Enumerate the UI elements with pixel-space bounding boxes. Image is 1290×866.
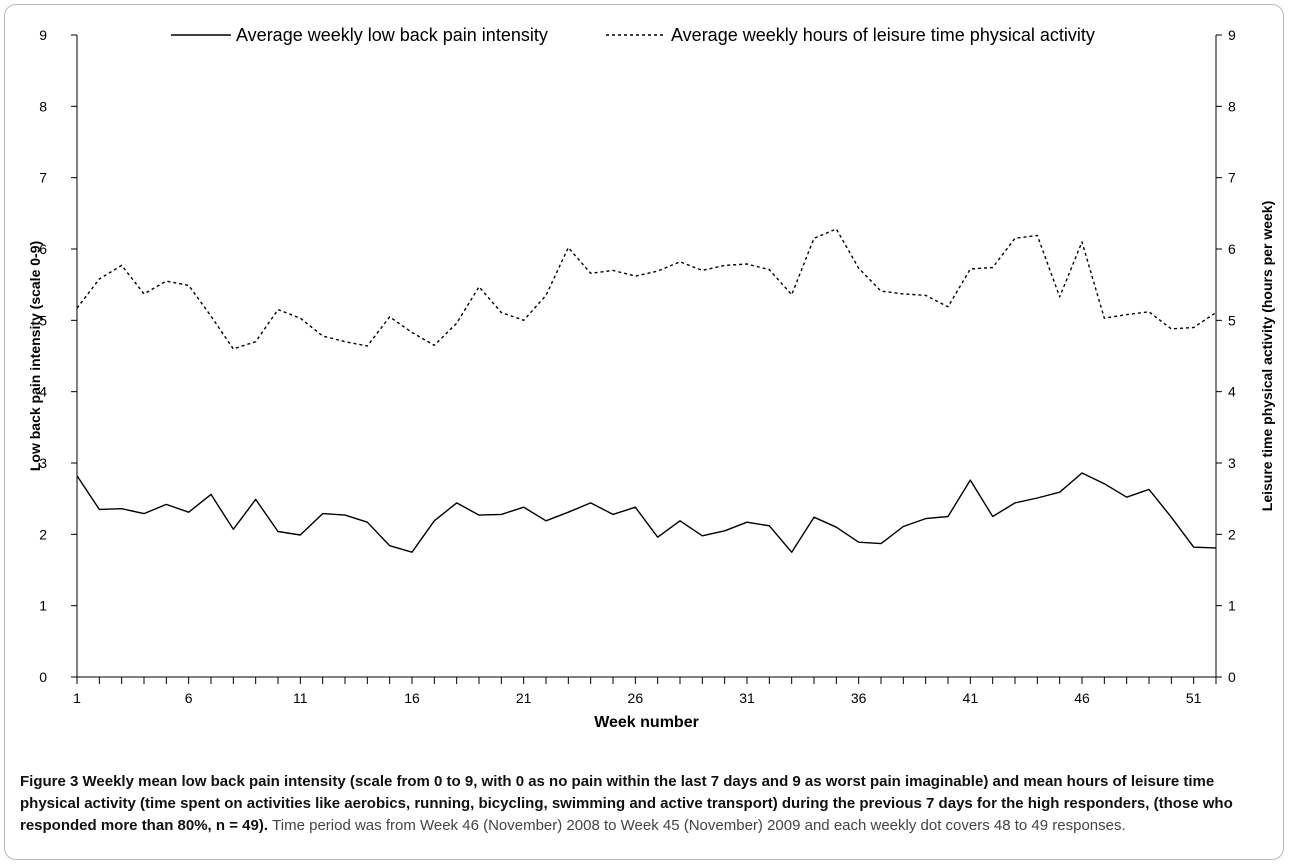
x-tick-label: 36 xyxy=(851,690,867,706)
caption-normal-text: Time period was from Week 46 (November) … xyxy=(272,817,1126,834)
left-y-tick-label: 2 xyxy=(39,526,47,542)
x-tick-label: 16 xyxy=(404,690,420,706)
right-y-tick-label: 9 xyxy=(1228,27,1236,43)
x-tick-label: 41 xyxy=(963,690,979,706)
left-y-tick-label: 3 xyxy=(39,455,47,471)
dual-axis-line-chart: 1 6 11 16 21 26 31 36 41 46 510 01 12 23 34 45 56 67 78 89 9… xyxy=(27,25,1275,731)
pain-series-line xyxy=(76,472,1217,553)
activity-series-line xyxy=(76,228,1217,350)
left-y-tick-label: 7 xyxy=(39,170,47,186)
left-y-axis-title: Low back pain intensity (scale 0-9) xyxy=(27,241,43,471)
x-tick-label: 21 xyxy=(516,690,532,706)
figure-caption: Figure 3 Weekly mean low back pain inten… xyxy=(20,771,1270,837)
right-y-tick-label: 6 xyxy=(1228,241,1236,257)
figure-frame xyxy=(4,4,1284,860)
left-y-tick-label: 4 xyxy=(39,384,47,400)
right-y-axis-title: Leisure time physical activity (hours pe… xyxy=(1259,201,1275,511)
right-y-tick-label: 1 xyxy=(1228,598,1236,614)
left-y-tick-label: 6 xyxy=(39,241,47,257)
right-y-tick-label: 5 xyxy=(1228,312,1236,328)
left-y-tick-label: 0 xyxy=(39,669,47,685)
left-y-tick-label: 1 xyxy=(39,598,47,614)
x-tick-label: 31 xyxy=(739,690,755,706)
x-tick-label: 1 xyxy=(73,690,81,706)
right-y-tick-label: 2 xyxy=(1228,526,1236,542)
x-axis-title: Week number xyxy=(594,714,699,731)
caption-separator: . xyxy=(263,817,273,834)
x-tick-label: 11 xyxy=(293,690,308,706)
legend-label: Average weekly low back pain intensity xyxy=(236,25,548,45)
right-y-tick-label: 4 xyxy=(1228,384,1236,400)
x-tick-label: 6 xyxy=(185,690,193,706)
left-y-tick-label: 9 xyxy=(39,27,47,43)
left-y-tick-label: 5 xyxy=(39,312,47,328)
x-tick-label: 51 xyxy=(1186,690,1202,706)
caption-bold-text: Figure 3 Weekly mean low back pain inten… xyxy=(20,773,1233,834)
right-y-tick-label: 0 xyxy=(1228,669,1236,685)
x-tick-label: 26 xyxy=(628,690,644,706)
right-y-tick-label: 8 xyxy=(1228,98,1236,114)
legend-label: Average weekly hours of leisure time phy… xyxy=(671,25,1095,45)
left-y-tick-label: 8 xyxy=(39,98,47,114)
x-tick-label: 46 xyxy=(1074,690,1090,706)
right-y-tick-label: 3 xyxy=(1228,455,1236,471)
right-y-tick-label: 7 xyxy=(1228,170,1236,186)
